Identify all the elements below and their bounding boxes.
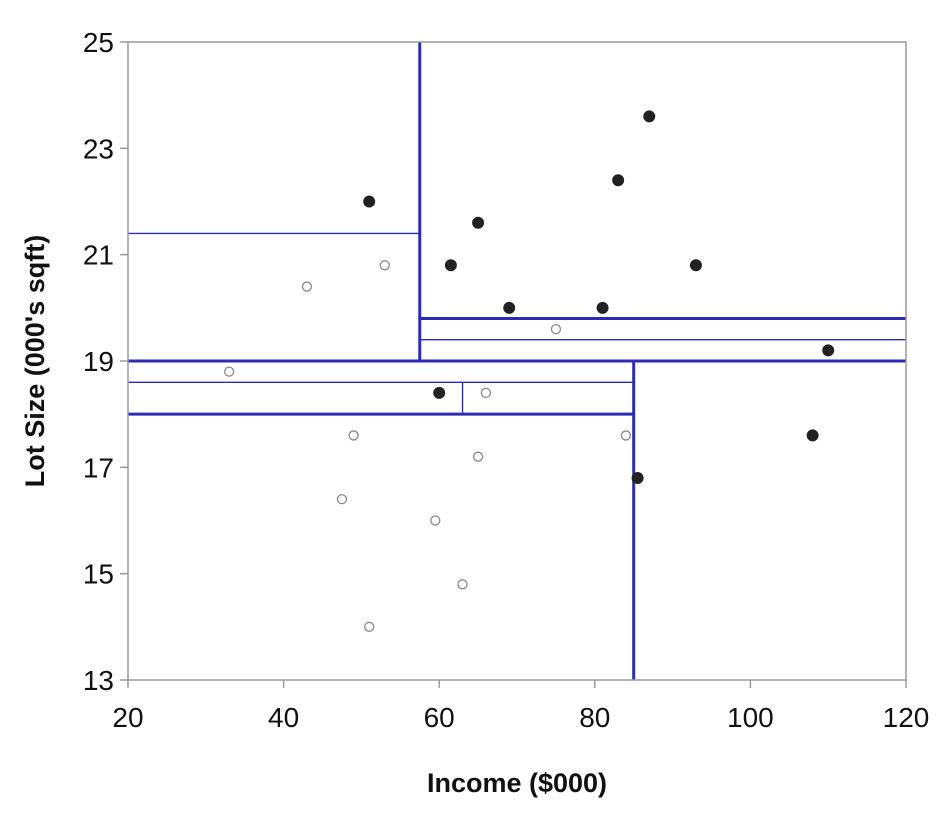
open-point-10 — [430, 515, 441, 526]
x-tick-label: 60 — [424, 702, 455, 733]
filled-point-4 — [503, 301, 516, 314]
x-tick-label: 120 — [883, 702, 930, 733]
x-axis-title: Income ($000) — [427, 768, 607, 798]
x-tick-label: 100 — [727, 702, 774, 733]
filled-point-11 — [631, 471, 644, 484]
open-point-1 — [223, 366, 235, 377]
open-point-11 — [457, 579, 468, 590]
open-point-12 — [364, 621, 375, 632]
open-point-5 — [480, 387, 492, 399]
data-points — [223, 110, 835, 632]
filled-point-6 — [612, 174, 625, 187]
y-tick-label: 23 — [83, 133, 114, 164]
filled-point-9 — [822, 344, 835, 357]
open-point-6 — [348, 430, 359, 441]
split-lines — [128, 42, 906, 680]
open-point-8 — [472, 451, 484, 462]
filled-point-1 — [363, 195, 376, 208]
filled-point-2 — [444, 259, 457, 272]
filled-point-8 — [689, 259, 702, 272]
axis-ticks: 20 40 60 80 100 120 13 15 17 19 21 23 25 — [83, 27, 930, 733]
filled-point-5 — [596, 301, 609, 314]
open-point-2 — [301, 281, 313, 292]
open-point-9 — [336, 494, 348, 505]
y-axis-title: Lot Size (000's sqft) — [20, 235, 50, 487]
open-point-3 — [379, 260, 390, 271]
x-tick-label: 40 — [268, 702, 299, 733]
filled-point-10 — [806, 429, 819, 442]
y-tick-label: 13 — [83, 665, 114, 696]
y-tick-label: 17 — [83, 452, 114, 483]
open-point-4 — [550, 323, 562, 335]
filled-point-3 — [472, 216, 485, 229]
y-tick-label: 15 — [83, 559, 114, 590]
y-tick-label: 21 — [83, 240, 114, 271]
x-tick-label: 80 — [579, 702, 610, 733]
filled-point-7 — [643, 110, 656, 123]
y-tick-label: 25 — [83, 27, 114, 58]
open-point-7 — [620, 430, 632, 441]
filled-point-12 — [433, 386, 446, 399]
y-tick-label: 19 — [83, 346, 114, 377]
x-tick-label: 20 — [112, 702, 143, 733]
